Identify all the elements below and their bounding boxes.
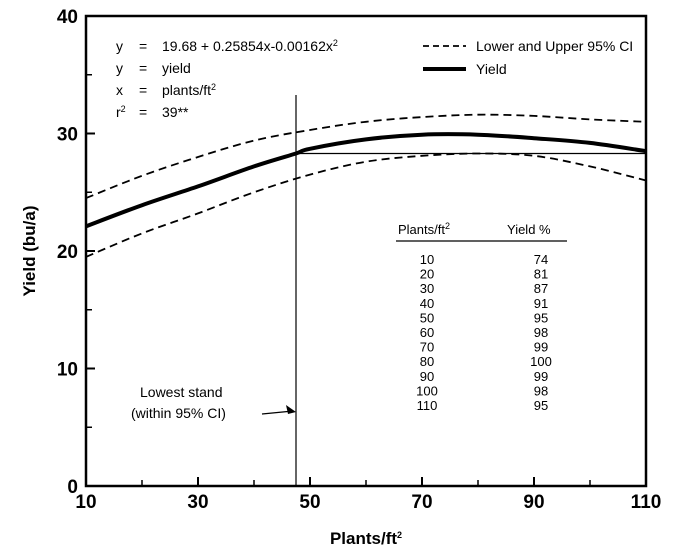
- x-tick-label: 70: [411, 492, 432, 513]
- x-tick-label: 30: [187, 492, 208, 513]
- table-cell-yield: 98: [534, 383, 548, 398]
- table-cell-yield: 87: [534, 281, 548, 296]
- lower-ci-line: [85, 152, 647, 258]
- y-tick-label: 20: [57, 242, 78, 263]
- legend-yield-label: Yield: [476, 61, 507, 77]
- x-axis-title: Plants/ft2: [330, 529, 402, 548]
- equation-line-2: y = yield: [116, 60, 191, 76]
- x-tick-label: 10: [75, 492, 96, 513]
- equation-line-4: r2 = 39**: [116, 99, 189, 120]
- table-cell-yield: 91: [534, 296, 548, 311]
- annotation-line-1: Lowest stand: [140, 384, 223, 400]
- table-cell-plants: 80: [420, 354, 434, 369]
- upper-ci-line: [85, 113, 647, 199]
- table-cell-yield: 95: [534, 398, 548, 413]
- table-cell-plants: 70: [420, 340, 434, 355]
- table-cell-yield: 99: [534, 369, 548, 384]
- yield-table: Plants/ft2 Yield % 10 74 20 81 30 87 40 91 50 95 6…: [396, 221, 567, 413]
- table-cell-plants: 90: [420, 369, 434, 384]
- yield-line: [85, 132, 647, 229]
- y-tick-label: 0: [67, 477, 78, 498]
- equation-block: y = 19.68 + 0.25854x-0.00162x2 y = yield…: [116, 38, 338, 120]
- y-tick-label: 40: [57, 7, 78, 28]
- y-axis-title: Yield (bu/a): [20, 206, 39, 297]
- annotation-arrowhead: [286, 404, 296, 414]
- legend: Lower and Upper 95% CI Yield: [423, 38, 633, 77]
- equation-line-3: x = plants/ft2: [116, 82, 216, 98]
- lowest-stand-annotation: Lowest stand (within 95% CI): [131, 384, 296, 421]
- table-cell-plants: 60: [420, 325, 434, 340]
- table-cell-plants: 100: [416, 383, 438, 398]
- table-header-yield: Yield %: [507, 222, 551, 237]
- table-cell-yield: 95: [534, 310, 548, 325]
- table-cell-plants: 110: [417, 398, 438, 413]
- x-tick-label: 90: [523, 492, 544, 513]
- y-tick-label: 10: [57, 360, 78, 381]
- table-cell-yield: 100: [530, 354, 552, 369]
- x-tick-label: 110: [631, 492, 662, 513]
- table-cell-yield: 98: [534, 325, 548, 340]
- legend-ci-label: Lower and Upper 95% CI: [476, 38, 633, 54]
- x-tick-label: 50: [299, 492, 320, 513]
- table-cell-plants: 20: [420, 267, 434, 282]
- table-cell-plants: 30: [420, 281, 434, 296]
- table-cell-yield: 99: [534, 340, 548, 355]
- annotation-line-2: (within 95% CI): [131, 405, 226, 421]
- table-cell-plants: 40: [420, 296, 434, 311]
- table-header-plants: Plants/ft2: [398, 221, 450, 237]
- equation-line-1: y = 19.68 + 0.25854x-0.00162x2: [116, 38, 338, 54]
- table-cell-plants: 50: [420, 310, 434, 325]
- table-cell-yield: 81: [534, 267, 548, 282]
- table-cell-plants: 10: [420, 252, 434, 267]
- table-cell-yield: 74: [534, 252, 548, 267]
- y-tick-label: 30: [57, 125, 78, 146]
